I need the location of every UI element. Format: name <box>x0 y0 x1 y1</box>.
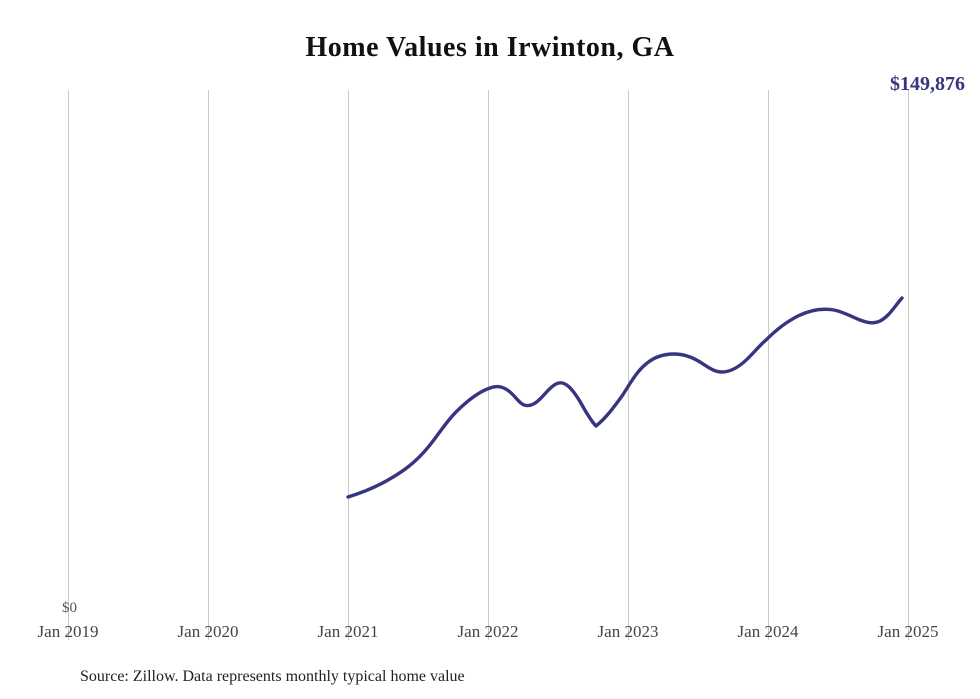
home-values-chart: Home Values in Irwinton, GA Jan 2019 Jan… <box>0 0 980 699</box>
value-line-chart <box>0 0 980 699</box>
home-value-trend-line-main <box>348 298 902 497</box>
source-note: Source: Zillow. Data represents monthly … <box>80 668 465 686</box>
plot-area: Jan 2019 Jan 2020 Jan 2021 Jan 2022 Jan … <box>0 0 980 699</box>
